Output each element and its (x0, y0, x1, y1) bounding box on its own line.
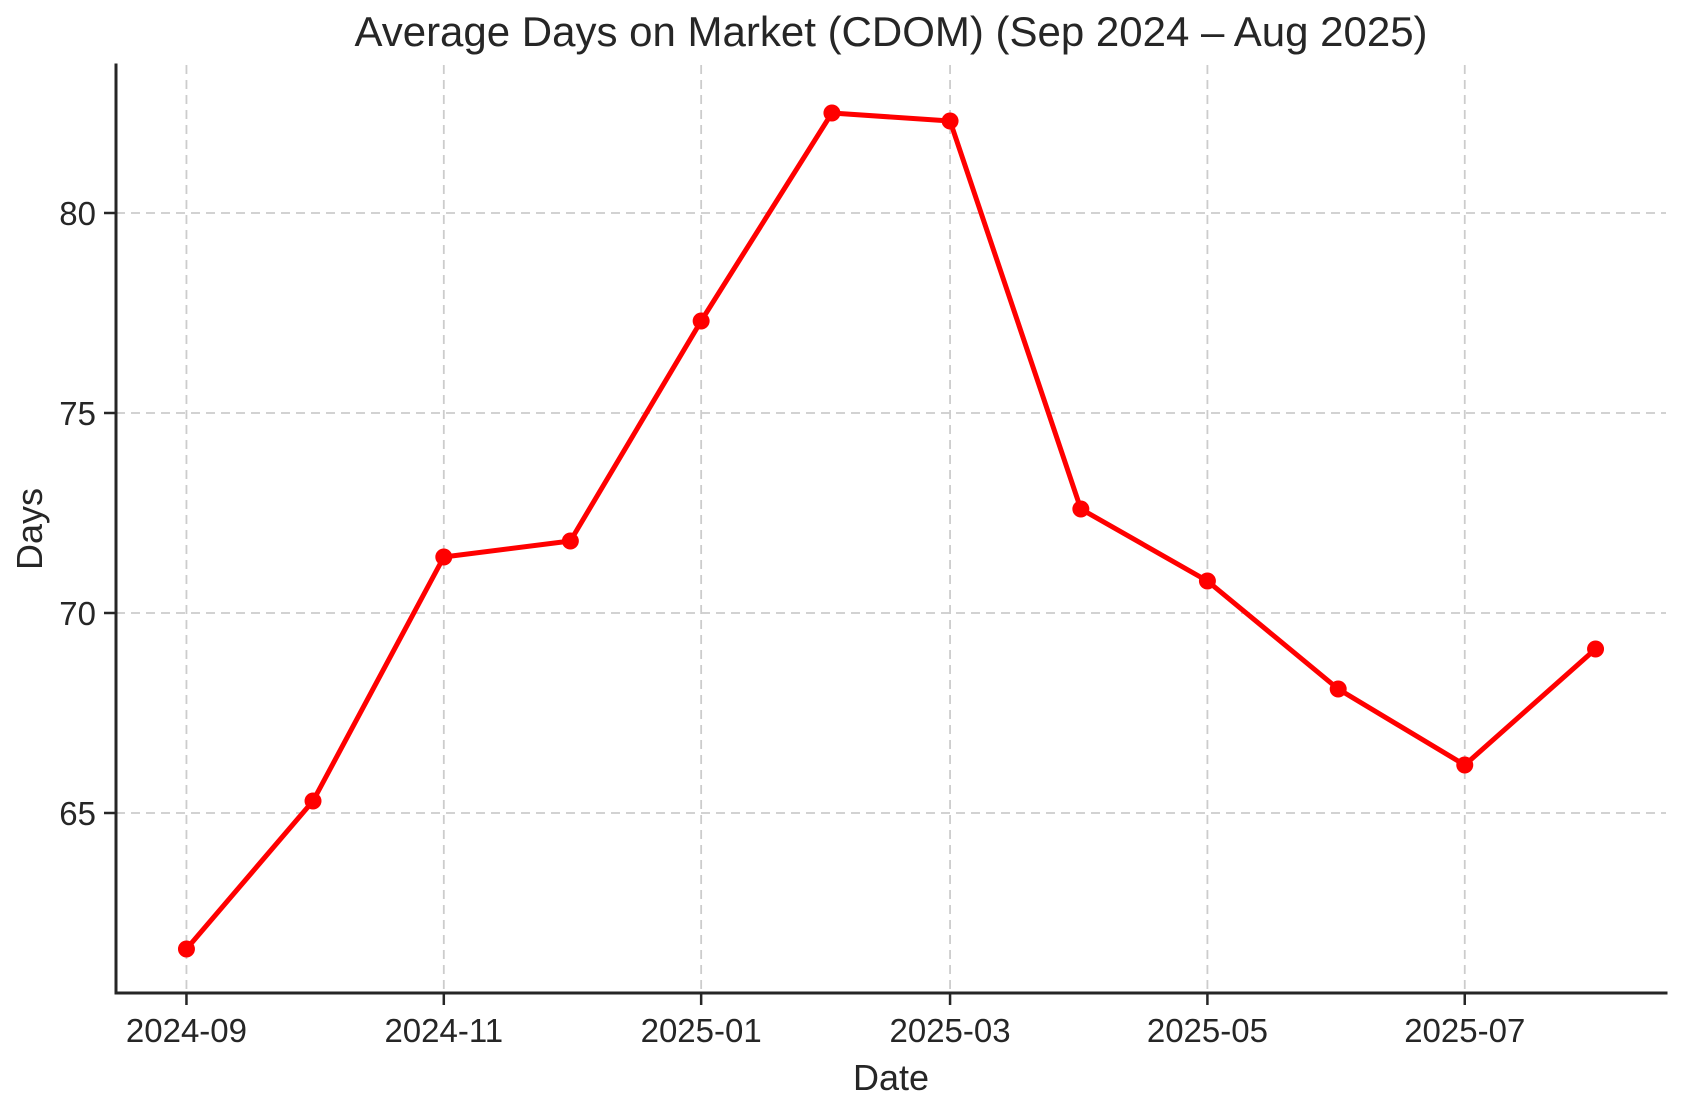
y-tick-label: 65 (59, 795, 96, 832)
x-axis-label: Date (853, 1057, 929, 1098)
x-tick-label: 2025-03 (890, 1012, 1011, 1049)
data-point (177, 940, 195, 958)
data-point (1587, 640, 1605, 658)
data-point (1456, 756, 1474, 774)
data-point (692, 312, 710, 330)
series-line (183, 110, 1599, 952)
data-point (1198, 572, 1216, 590)
y-axis-label: Days (9, 488, 50, 570)
y-tick-label: 80 (59, 195, 96, 232)
data-point (941, 112, 959, 130)
data-point (304, 792, 322, 810)
data-point (1329, 680, 1347, 698)
chart-title: Average Days on Market (CDOM) (Sep 2024 … (354, 8, 1427, 55)
x-tick-label: 2024-11 (384, 1012, 503, 1049)
data-point (561, 532, 579, 550)
x-tick-label: 2025-01 (641, 1012, 762, 1049)
data-point (1072, 500, 1090, 518)
x-tick-label: 2025-07 (1404, 1012, 1525, 1049)
y-tick-label: 70 (59, 595, 96, 632)
data-point (435, 548, 453, 566)
x-tick-label: 2025-05 (1147, 1012, 1268, 1049)
data-point (823, 104, 841, 122)
x-tick-label: 2024-09 (126, 1012, 247, 1049)
y-tick-label: 75 (59, 395, 96, 432)
